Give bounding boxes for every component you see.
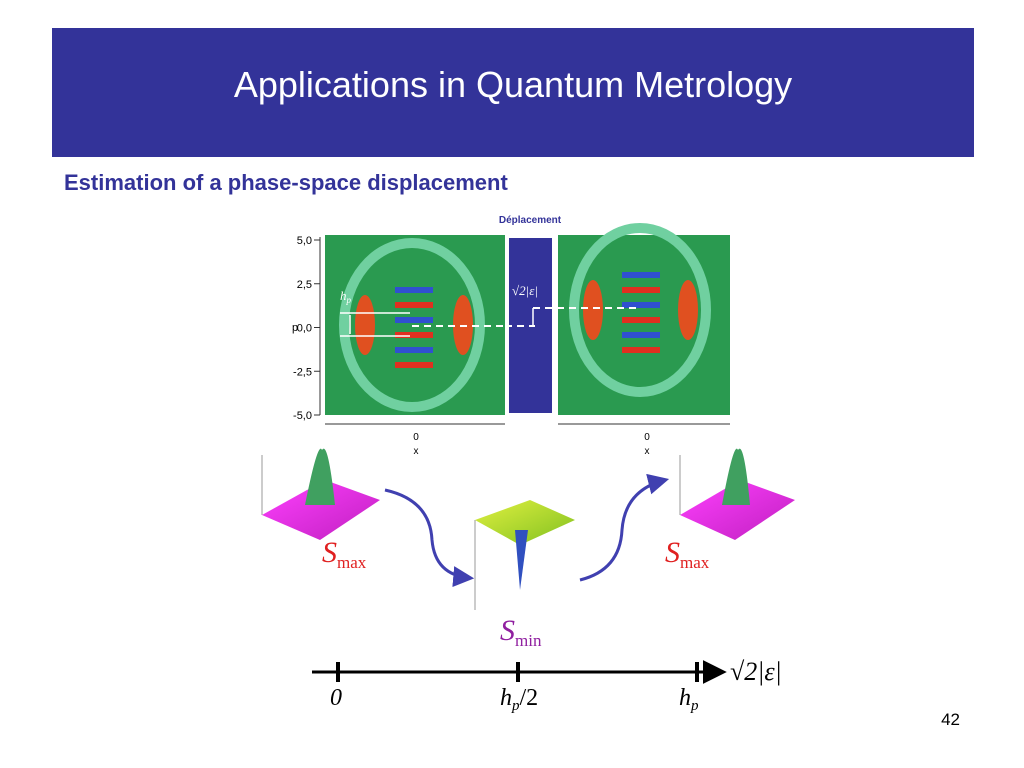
page-number: 42: [941, 710, 960, 729]
subscript: max: [337, 553, 367, 572]
x-tick-label: 0: [413, 432, 419, 443]
subscript: p: [346, 295, 352, 305]
surface-plot: [261, 448, 380, 540]
symbol: h: [679, 685, 691, 711]
state-label: Smin: [500, 614, 542, 650]
spacing-label: hp: [340, 288, 352, 305]
symbol: 0: [330, 685, 342, 711]
suffix: /2: [520, 685, 539, 711]
scale-axis-label: √2|ε|: [730, 657, 782, 686]
shift-label: √2|ε|: [512, 283, 538, 298]
y-axis-label: p: [292, 322, 298, 334]
subtitle: Estimation of a phase-space displacement: [64, 170, 508, 195]
subscript: p: [511, 698, 520, 714]
symbol: h: [500, 685, 512, 711]
subscript: min: [515, 631, 542, 650]
arrow: [384, 488, 475, 588]
x-axis-label: x: [414, 446, 419, 457]
y-axis: 5,0 2,5 0,0 -2,5 -5,0: [293, 235, 321, 422]
y-tick-label: 0,0: [297, 323, 312, 335]
figure-label: Déplacement: [499, 215, 562, 226]
arrow: [579, 473, 670, 582]
symbol: h: [340, 288, 347, 303]
symbol: S: [500, 614, 515, 647]
x-tick-label: 0: [644, 432, 650, 443]
y-tick-label: 2,5: [297, 279, 312, 291]
wigner-left: [325, 235, 505, 415]
state-label: Smax: [322, 536, 367, 572]
surface-plot: [474, 500, 575, 610]
symbol: S: [322, 536, 337, 569]
y-tick-label: 5,0: [297, 235, 312, 247]
title-banner: [52, 28, 974, 157]
surface-plot: [679, 448, 795, 540]
state-label: Smax: [665, 536, 710, 572]
slide-title: Applications in Quantum Metrology: [234, 64, 792, 105]
x-axis-label: x: [645, 446, 650, 457]
y-tick-label: -2,5: [293, 366, 312, 378]
subscript: p: [690, 698, 699, 714]
subscript: max: [680, 553, 710, 572]
symbol: S: [665, 536, 680, 569]
scale-tick-label: hp/2: [500, 685, 538, 714]
y-tick-label: -5,0: [293, 410, 312, 422]
scale-tick-label: hp: [679, 685, 699, 714]
scale-tick-label: 0: [330, 685, 342, 711]
wigner-right: [558, 223, 730, 415]
scale-ticks: 0 hp/2 hp: [330, 662, 699, 714]
